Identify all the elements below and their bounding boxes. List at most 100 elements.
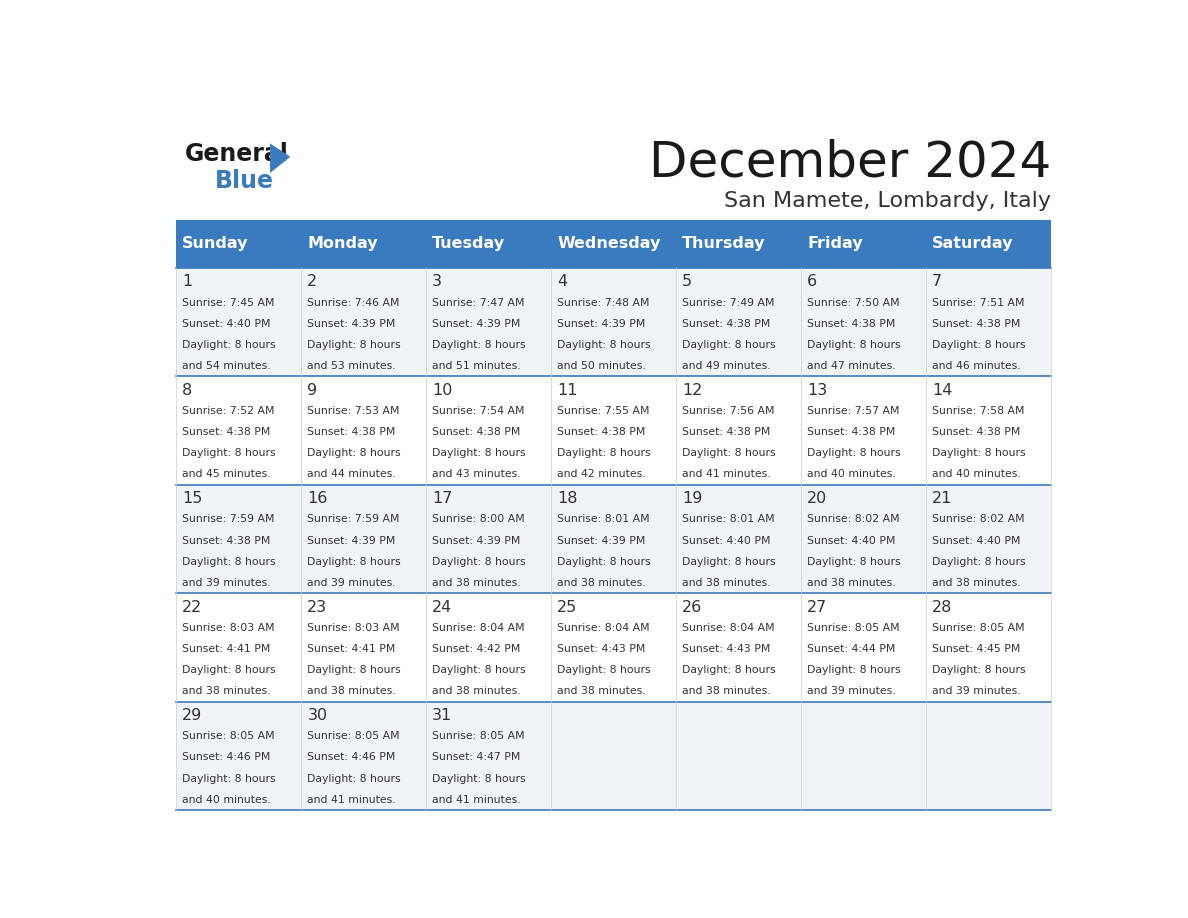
- Text: Sunset: 4:38 PM: Sunset: 4:38 PM: [432, 427, 520, 437]
- Text: and 45 minutes.: and 45 minutes.: [183, 469, 271, 479]
- Bar: [301, 376, 426, 485]
- Text: and 47 minutes.: and 47 minutes.: [807, 361, 896, 371]
- Bar: [551, 219, 676, 268]
- Text: Sunset: 4:46 PM: Sunset: 4:46 PM: [308, 753, 396, 763]
- Text: Sunset: 4:38 PM: Sunset: 4:38 PM: [183, 535, 271, 545]
- Text: Sunrise: 8:05 AM: Sunrise: 8:05 AM: [308, 732, 400, 742]
- Bar: [176, 376, 301, 485]
- Text: San Mamete, Lombardy, Italy: San Mamete, Lombardy, Italy: [723, 192, 1051, 211]
- Text: 16: 16: [308, 491, 328, 506]
- Text: Sunset: 4:38 PM: Sunset: 4:38 PM: [807, 319, 896, 329]
- Text: Daylight: 8 hours: Daylight: 8 hours: [557, 340, 651, 350]
- Text: Sunrise: 8:05 AM: Sunrise: 8:05 AM: [933, 623, 1025, 633]
- Text: and 38 minutes.: and 38 minutes.: [682, 687, 771, 697]
- Text: Sunrise: 7:59 AM: Sunrise: 7:59 AM: [308, 514, 400, 524]
- Bar: [176, 593, 301, 701]
- Text: and 53 minutes.: and 53 minutes.: [308, 361, 396, 371]
- Text: December 2024: December 2024: [649, 139, 1051, 186]
- Text: Sunrise: 8:01 AM: Sunrise: 8:01 AM: [682, 514, 775, 524]
- Bar: [301, 701, 426, 810]
- Bar: [676, 219, 801, 268]
- Bar: [925, 219, 1051, 268]
- Bar: [925, 376, 1051, 485]
- Bar: [925, 593, 1051, 701]
- Text: Sunrise: 7:56 AM: Sunrise: 7:56 AM: [682, 406, 775, 416]
- Bar: [801, 219, 925, 268]
- Text: and 38 minutes.: and 38 minutes.: [557, 687, 646, 697]
- Text: Daylight: 8 hours: Daylight: 8 hours: [308, 340, 400, 350]
- Text: 8: 8: [183, 383, 192, 397]
- Bar: [925, 485, 1051, 593]
- Bar: [426, 268, 551, 376]
- Bar: [801, 701, 925, 810]
- Text: 20: 20: [807, 491, 827, 506]
- Text: and 40 minutes.: and 40 minutes.: [807, 469, 896, 479]
- Text: Blue: Blue: [215, 169, 273, 193]
- Text: Sunrise: 8:03 AM: Sunrise: 8:03 AM: [183, 623, 274, 633]
- Text: Friday: Friday: [807, 236, 862, 252]
- Text: Sunset: 4:39 PM: Sunset: 4:39 PM: [557, 535, 645, 545]
- Text: Daylight: 8 hours: Daylight: 8 hours: [807, 340, 901, 350]
- Text: Sunset: 4:38 PM: Sunset: 4:38 PM: [557, 427, 645, 437]
- Text: Sunset: 4:40 PM: Sunset: 4:40 PM: [183, 319, 271, 329]
- Text: Daylight: 8 hours: Daylight: 8 hours: [308, 666, 400, 676]
- Text: Sunrise: 8:02 AM: Sunrise: 8:02 AM: [933, 514, 1025, 524]
- Text: 19: 19: [682, 491, 702, 506]
- Text: Sunrise: 7:47 AM: Sunrise: 7:47 AM: [432, 297, 525, 308]
- Text: and 41 minutes.: and 41 minutes.: [308, 795, 396, 805]
- Text: Sunrise: 7:53 AM: Sunrise: 7:53 AM: [308, 406, 400, 416]
- Text: Sunrise: 8:05 AM: Sunrise: 8:05 AM: [807, 623, 899, 633]
- Text: Sunset: 4:41 PM: Sunset: 4:41 PM: [308, 644, 396, 654]
- Text: 28: 28: [933, 599, 953, 614]
- Text: Daylight: 8 hours: Daylight: 8 hours: [183, 774, 276, 784]
- Text: Sunrise: 8:05 AM: Sunrise: 8:05 AM: [183, 732, 274, 742]
- Text: 31: 31: [432, 708, 453, 723]
- Text: Tuesday: Tuesday: [432, 236, 505, 252]
- Text: and 41 minutes.: and 41 minutes.: [682, 469, 771, 479]
- Text: and 51 minutes.: and 51 minutes.: [432, 361, 520, 371]
- Text: Daylight: 8 hours: Daylight: 8 hours: [933, 340, 1025, 350]
- Bar: [676, 268, 801, 376]
- Text: Sunset: 4:39 PM: Sunset: 4:39 PM: [308, 319, 396, 329]
- Bar: [301, 485, 426, 593]
- Bar: [801, 268, 925, 376]
- Text: and 38 minutes.: and 38 minutes.: [308, 687, 396, 697]
- Text: Sunrise: 7:45 AM: Sunrise: 7:45 AM: [183, 297, 274, 308]
- Text: Sunset: 4:38 PM: Sunset: 4:38 PM: [682, 319, 771, 329]
- Text: and 39 minutes.: and 39 minutes.: [308, 578, 396, 588]
- Text: Sunrise: 8:01 AM: Sunrise: 8:01 AM: [557, 514, 650, 524]
- Text: 3: 3: [432, 274, 442, 289]
- Text: and 38 minutes.: and 38 minutes.: [183, 687, 271, 697]
- Bar: [176, 701, 301, 810]
- Text: 1: 1: [183, 274, 192, 289]
- Text: Sunday: Sunday: [183, 236, 248, 252]
- Text: 10: 10: [432, 383, 453, 397]
- Bar: [426, 485, 551, 593]
- Text: Daylight: 8 hours: Daylight: 8 hours: [432, 666, 526, 676]
- Text: 23: 23: [308, 599, 328, 614]
- Text: Sunset: 4:44 PM: Sunset: 4:44 PM: [807, 644, 896, 654]
- Text: and 43 minutes.: and 43 minutes.: [432, 469, 520, 479]
- Text: Daylight: 8 hours: Daylight: 8 hours: [183, 556, 276, 566]
- Bar: [551, 376, 676, 485]
- Text: General: General: [185, 142, 289, 166]
- Bar: [426, 593, 551, 701]
- Text: Sunrise: 8:05 AM: Sunrise: 8:05 AM: [432, 732, 525, 742]
- Bar: [801, 376, 925, 485]
- Text: and 38 minutes.: and 38 minutes.: [807, 578, 896, 588]
- Text: and 38 minutes.: and 38 minutes.: [933, 578, 1020, 588]
- Text: 14: 14: [933, 383, 953, 397]
- Text: Daylight: 8 hours: Daylight: 8 hours: [432, 774, 526, 784]
- Text: and 54 minutes.: and 54 minutes.: [183, 361, 271, 371]
- Text: Monday: Monday: [308, 236, 378, 252]
- Bar: [176, 219, 301, 268]
- Text: and 38 minutes.: and 38 minutes.: [682, 578, 771, 588]
- Text: Daylight: 8 hours: Daylight: 8 hours: [933, 556, 1025, 566]
- Bar: [676, 701, 801, 810]
- Text: 18: 18: [557, 491, 577, 506]
- Text: Daylight: 8 hours: Daylight: 8 hours: [933, 448, 1025, 458]
- Text: and 39 minutes.: and 39 minutes.: [807, 687, 896, 697]
- Text: 24: 24: [432, 599, 453, 614]
- Bar: [925, 268, 1051, 376]
- Text: and 41 minutes.: and 41 minutes.: [432, 795, 520, 805]
